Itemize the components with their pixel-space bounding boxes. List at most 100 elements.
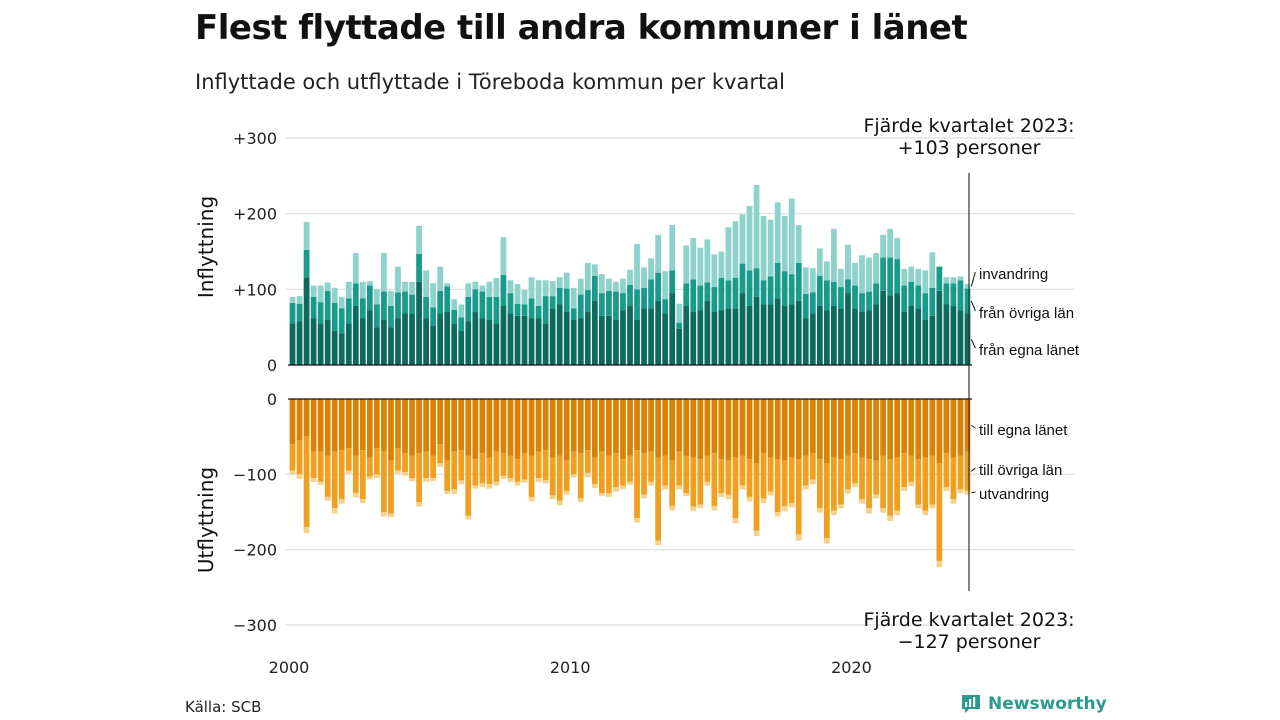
bar-in-invandring xyxy=(395,266,401,293)
bar-out-egna xyxy=(395,399,401,448)
bar-out-egna xyxy=(437,399,444,445)
bar-out-ovriga xyxy=(725,460,732,495)
bar-in-ovriga xyxy=(556,287,563,305)
bar-in-egna xyxy=(690,312,697,365)
bar-in-ovriga xyxy=(823,280,830,311)
bar-in-ovriga xyxy=(458,317,465,331)
bar-out-utvandring xyxy=(556,500,563,506)
bar-out-utvandring xyxy=(697,504,704,509)
bar-in-ovriga xyxy=(451,309,458,324)
bar-out-ovriga xyxy=(296,440,303,475)
bar-out-egna xyxy=(683,399,690,456)
bar-in-invandring xyxy=(760,215,767,281)
bar-out-ovriga xyxy=(486,457,493,485)
series-leader xyxy=(970,271,976,287)
bar-out-utvandring xyxy=(866,508,872,514)
y-tick-label: −100 xyxy=(233,465,277,484)
bar-in-egna xyxy=(451,323,458,365)
bar-in-egna xyxy=(788,304,795,365)
bar-in-invandring xyxy=(809,268,816,293)
bar-out-egna xyxy=(345,399,352,448)
bar-out-utvandring xyxy=(648,481,654,486)
bar-in-invandring xyxy=(739,214,746,264)
bar-in-ovriga xyxy=(374,304,380,328)
bar-out-ovriga xyxy=(683,455,690,494)
bar-out-utvandring xyxy=(655,540,662,546)
bar-in-egna xyxy=(887,295,894,365)
bar-out-ovriga xyxy=(416,453,422,503)
bar-out-utvandring xyxy=(880,508,886,513)
bar-out-ovriga xyxy=(430,455,437,479)
bar-out-ovriga xyxy=(922,457,929,511)
chart-subtitle: Inflyttade och utflyttade i Töreboda kom… xyxy=(195,70,785,94)
bar-in-ovriga xyxy=(739,263,746,294)
bar-out-egna xyxy=(845,399,851,456)
bar-out-egna xyxy=(296,399,303,441)
bar-in-egna xyxy=(957,310,964,365)
bar-out-utvandring xyxy=(570,474,577,478)
bar-in-ovriga xyxy=(641,287,647,309)
bar-out-egna xyxy=(732,399,739,458)
bar-out-egna xyxy=(725,399,732,461)
bar-out-utvandring xyxy=(458,480,465,485)
axes xyxy=(288,173,972,591)
bar-out-utvandring xyxy=(606,493,612,497)
bar-in-egna xyxy=(620,310,626,365)
bar-in-egna xyxy=(922,319,929,365)
bar-in-invandring xyxy=(451,299,458,310)
brand-logo[interactable]: Newsworthy xyxy=(960,693,1107,715)
bar-out-ovriga xyxy=(662,455,669,486)
bar-in-egna xyxy=(838,308,844,365)
bar-out-utvandring xyxy=(366,476,373,480)
bar-in-egna xyxy=(936,290,943,365)
bar-out-ovriga xyxy=(697,459,704,505)
bar-in-invandring xyxy=(338,296,345,309)
bar-out-ovriga xyxy=(465,455,472,516)
bar-in-egna xyxy=(746,305,753,365)
bar-out-ovriga xyxy=(627,455,633,482)
bar-in-ovriga xyxy=(781,271,788,306)
bar-out-utvandring xyxy=(528,496,535,502)
bar-out-utvandring xyxy=(662,485,669,490)
bar-out-egna xyxy=(535,399,542,452)
bar-out-ovriga xyxy=(676,451,683,486)
bar-out-ovriga xyxy=(577,453,584,499)
series-leader xyxy=(971,491,976,494)
bar-out-utvandring xyxy=(873,494,879,499)
bar-out-egna xyxy=(430,399,437,456)
bar-out-ovriga xyxy=(556,455,563,501)
bar-out-utvandring xyxy=(345,470,352,474)
bar-in-ovriga xyxy=(549,296,556,309)
bar-out-egna xyxy=(416,399,422,454)
bar-in-ovriga xyxy=(528,298,535,319)
bar-out-utvandring xyxy=(409,478,415,482)
bar-out-ovriga xyxy=(795,459,802,535)
bar-in-ovriga xyxy=(760,280,767,305)
bar-in-invandring xyxy=(859,255,865,294)
bar-in-egna xyxy=(500,305,507,365)
bar-in-egna xyxy=(767,304,774,365)
series-label: invandring xyxy=(979,266,1048,283)
bar-in-invandring xyxy=(943,277,950,284)
y-tick-label: +300 xyxy=(233,129,277,148)
series-leader xyxy=(971,424,976,429)
bar-in-egna xyxy=(845,293,851,365)
bar-out-ovriga xyxy=(767,457,774,492)
bar-in-ovriga xyxy=(894,259,901,294)
bar-in-ovriga xyxy=(936,266,943,291)
bar-in-egna xyxy=(479,318,486,365)
bar-in-egna xyxy=(570,319,577,365)
bar-in-ovriga xyxy=(901,285,908,313)
bar-out-utvandring xyxy=(479,483,486,488)
bar-out-ovriga xyxy=(915,459,922,505)
bar-out-egna xyxy=(922,399,929,458)
bar-in-ovriga xyxy=(324,290,331,320)
bar-in-ovriga xyxy=(430,307,437,326)
bar-in-ovriga xyxy=(366,285,373,311)
bar-in-egna xyxy=(634,319,640,365)
bar-in-ovriga xyxy=(746,270,753,306)
bar-in-ovriga xyxy=(725,280,732,309)
bar-in-ovriga xyxy=(598,293,605,316)
bar-in-ovriga xyxy=(444,286,451,313)
bar-out-utvandring xyxy=(915,504,922,509)
